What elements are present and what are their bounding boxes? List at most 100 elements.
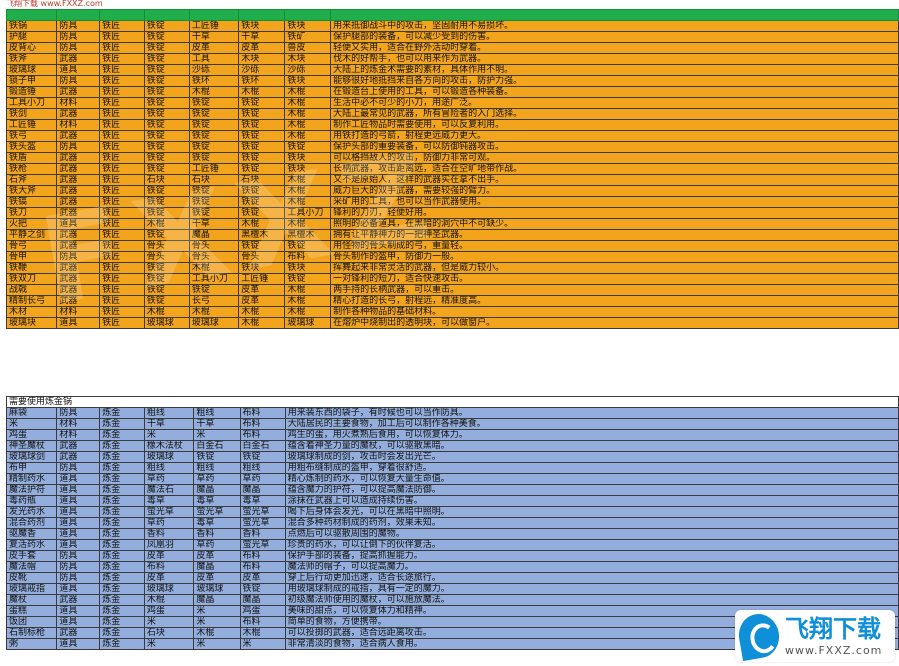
- description-cell: 混合多种药材制成的药剂，效果未知。: [284, 517, 899, 529]
- item-type-cell: 武器: [56, 130, 101, 142]
- material-4-cell: 木棍: [284, 218, 332, 230]
- material-4-cell: 木棍: [284, 86, 332, 98]
- table-row: 铁枪 武器 铁匠 铁锭 工匠锤 铁锭 铁块 长柄武器，攻击距离远，适合在空旷地带作战。: [5, 163, 899, 175]
- craft-type-cell: 铁匠: [99, 42, 145, 54]
- craft-type-cell: 炼金: [99, 572, 145, 584]
- material-4-cell: 兽皮: [284, 42, 332, 54]
- material-3-cell: 萤光草: [239, 539, 286, 551]
- material-2-cell: 骨头: [188, 240, 240, 252]
- craft-type-cell: 炼金: [99, 605, 145, 617]
- description-cell: 用来装东西的袋子，有时候也可以当作防具。: [284, 407, 899, 419]
- material-1-cell: 铁锭: [143, 229, 190, 241]
- item-type-cell: 武器: [56, 152, 101, 164]
- material-1-cell: 玻璃球: [143, 317, 190, 329]
- material-1-cell: 凤凰羽: [143, 539, 195, 551]
- item-name-cell: 蛋糕: [5, 605, 58, 617]
- craft-type-cell: 炼金: [99, 429, 145, 441]
- item-name-cell: 米: [5, 418, 58, 430]
- material-2-cell: 毒草: [193, 495, 241, 507]
- table-row: 驱魔香 道具 炼金 香料 香料 香料 点燃后可以驱散周围的魔物。: [5, 528, 899, 540]
- material-2-cell: 长弓: [188, 295, 240, 307]
- craft-type-cell: 炼金: [99, 627, 145, 639]
- material-3-cell: 铁锭: [238, 196, 286, 208]
- material-1-cell: 皮革: [143, 572, 195, 584]
- item-name-cell: 粥: [5, 638, 58, 650]
- material-2-cell: 魔晶: [193, 594, 241, 606]
- material-1-cell: 铁锭: [143, 108, 190, 120]
- item-type-cell: 道具: [56, 638, 101, 650]
- table-row: 复活药水 道具 炼金 凤凰羽 草药 萤光草 珍贵的药水，可以让倒下的伙伴复活。: [5, 539, 899, 551]
- item-type-cell: 武器: [56, 627, 101, 639]
- material-3-cell: 布料: [239, 561, 286, 573]
- description-cell: 保护腿部的装备，可以减少受到的伤害。: [330, 31, 899, 43]
- table-row: 鸡蛋 材料 炼金米米布料 鸡生的蛋，用火煮熟后食用，可以恢复体力。: [5, 429, 899, 441]
- item-type-cell: 武器: [56, 86, 101, 98]
- item-name-cell: 铁刀: [5, 207, 58, 219]
- material-3-cell: 布料: [239, 418, 286, 430]
- material-3-cell: 皮革: [238, 295, 286, 307]
- material-3-cell: 铁锭: [238, 240, 286, 252]
- material-3-cell: 工匠锤: [238, 273, 286, 285]
- item-type-cell: 材料: [56, 418, 101, 430]
- material-2-cell: 铁锭: [188, 108, 240, 120]
- item-name-cell: 木材: [5, 306, 58, 318]
- table-row: 麻袋 防具 炼金 粗线 粗线 布料 用来装东西的袋子，有时候也可以当作防具。: [5, 407, 899, 419]
- table-row: 火把 道具 铁匠 木棍 干草 木棍 木棍 照明的必备道具，在黑暗的洞穴中不可缺少。: [5, 218, 899, 230]
- craft-type-cell: 炼金: [99, 462, 145, 474]
- table-row: 发光药水 道具 炼金 萤光草 萤光草 萤光草 喝下后身体会发光，可以在黑暗中照明。: [5, 506, 899, 518]
- description-cell: 鸡生的蛋，用火煮熟后食用，可以恢复体力。: [284, 429, 899, 441]
- table-row: 玻璃块 道具 铁匠 玻璃球 玻璃球 木棍 玻璃球 在熔炉中烧制出的透明块，可以做窗户。: [5, 317, 899, 329]
- table-row: 毒药瓶 道具 炼金 毒草 毒草 毒草 涂抹在武器上可以造成持续伤害。: [5, 495, 899, 507]
- craft-type-cell: 铁匠: [99, 317, 145, 329]
- material-1-cell: 粗线: [143, 462, 195, 474]
- material-3-cell: 铁锭: [238, 119, 286, 131]
- material-1-cell: 石块: [143, 174, 190, 186]
- item-type-cell: 武器: [56, 174, 101, 186]
- item-name-cell: 玻璃戒指: [5, 583, 58, 595]
- item-type-cell: 武器: [56, 295, 101, 307]
- material-3-cell: 香料: [239, 528, 286, 540]
- description-cell: 采矿用的工具，也可以当作武器使用。: [330, 196, 899, 208]
- item-name-cell: 铁双刀: [5, 273, 58, 285]
- craft-type-cell: 铁匠: [99, 141, 145, 153]
- description-cell: 大陆居民的主要食物，加工后可以制作各种美食。: [284, 418, 899, 430]
- craft-type-cell: 铁匠: [99, 284, 145, 296]
- table-row: 平静之剑 武器 铁匠 铁锭 魔晶 黑檀木 黑檀木 拥有让平静神力的一把神圣武器。: [5, 229, 899, 241]
- item-name-cell: 锁子甲: [5, 75, 58, 87]
- item-type-cell: 武器: [56, 273, 101, 285]
- site-brand[interactable]: 飞翔下载 www.FXXZ.com: [6, 0, 103, 8]
- section-title: 需要使用炼金锅: [6, 396, 899, 408]
- material-1-cell: 铁锭: [143, 75, 190, 87]
- material-1-cell: 铁锭: [143, 53, 190, 65]
- material-2-cell: 魔晶: [193, 561, 241, 573]
- material-1-cell: 骨头: [143, 240, 190, 252]
- material-1-cell: 干草: [143, 418, 195, 430]
- material-2-cell: 干草: [193, 418, 241, 430]
- item-name-cell: 铁斧: [5, 53, 58, 65]
- table-row: 铁镐 武器 铁匠 铁锭 铁锭 铁锭 木棍 采矿用的工具，也可以当作武器使用。: [5, 196, 899, 208]
- craft-type-cell: 铁匠: [99, 119, 145, 131]
- material-1-cell: 铁锭: [143, 31, 190, 43]
- table-row: 锻造锤 武器 铁匠 铁锭 木棍 木棍 木棍 在锻造台上使用的工具，可以锻造各种装备。: [5, 86, 899, 98]
- material-2-cell: 铁锭: [188, 207, 240, 219]
- item-type-cell: 防具: [56, 550, 101, 562]
- table-row: 铁大斧 武器 铁匠 铁锭 铁锭 铁锭 木棍 威力巨大的双手武器，需要较强的臂力。: [5, 185, 899, 197]
- item-type-cell: 防具: [56, 75, 101, 87]
- recipe-table-smith: 铁锅 防具 铁匠 铁锭 工匠锤 铁块 铁块 用来抵御战斗中的攻击，坚固耐用不易损坏。 护腿 防具铁…: [5, 9, 899, 329]
- item-type-cell: 武器: [56, 240, 101, 252]
- description-cell: 大陆上的炼金术需要的素材，具体作用不明。: [330, 64, 899, 76]
- craft-type-cell: 炼金: [99, 616, 145, 628]
- material-2-cell: 工具小刀: [188, 273, 240, 285]
- material-4-cell: 铁矿: [284, 31, 332, 43]
- table-row: 魔法帽 防具 炼金 布料 魔晶 布料 魔法师的帽子，可以提高魔力。: [5, 561, 899, 573]
- site-logo[interactable]: 飞翔下载 www.FXXZ.com: [735, 610, 895, 662]
- craft-type-cell: 炼金: [99, 506, 145, 518]
- material-1-cell: 铁锭: [143, 284, 190, 296]
- recipe-table-alchemy: 需要使用炼金锅 麻袋 防具 炼金 粗线 粗线 布料 用来装东西的袋子，有时候也可以当作防具。…: [5, 396, 899, 650]
- material-3-cell: 皮革: [238, 42, 286, 54]
- material-3-cell: 黑檀木: [238, 229, 286, 241]
- description-cell: 挥舞起来非常灵活的武器，但是威力较小。: [330, 262, 899, 274]
- craft-type-cell: 炼金: [99, 418, 145, 430]
- craft-type-cell: 炼金: [99, 440, 145, 452]
- material-2-cell: 玻璃球: [188, 317, 240, 329]
